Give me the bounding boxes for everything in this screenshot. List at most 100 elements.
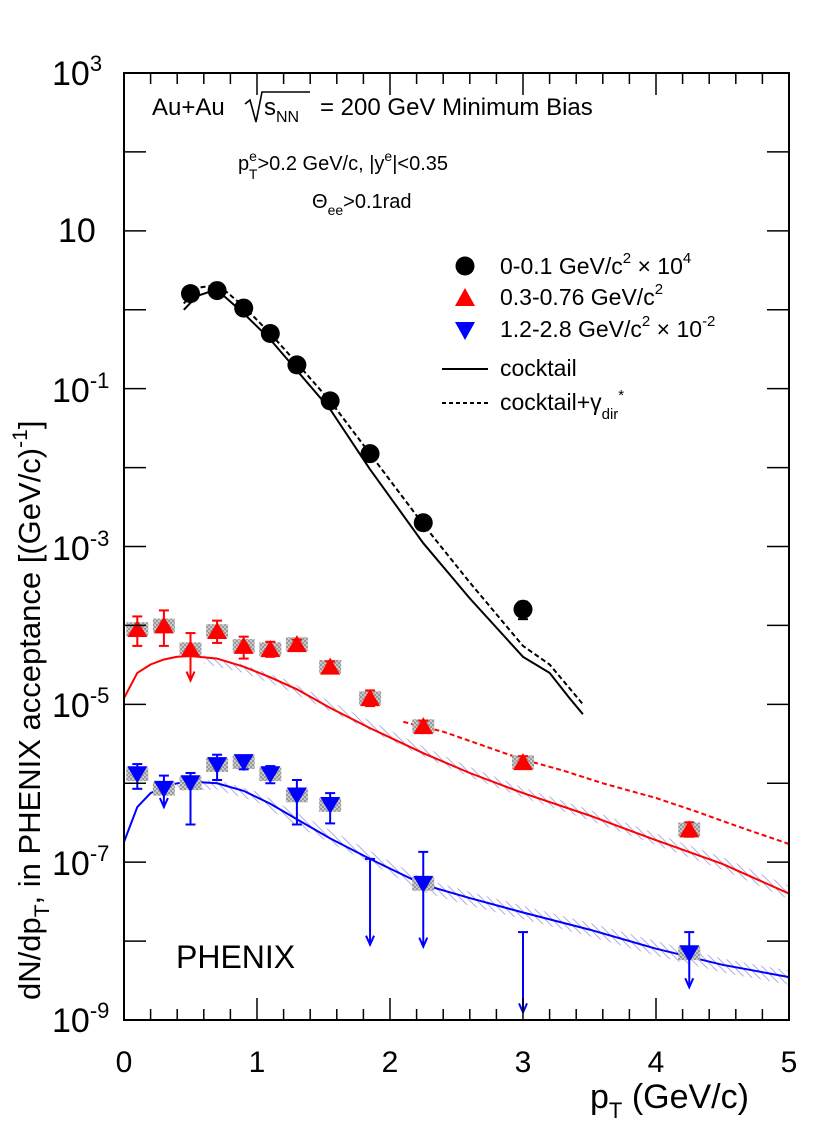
marker-triangle-up (180, 640, 201, 658)
data-point (126, 763, 149, 790)
marker-triangle-down (207, 757, 228, 775)
plot-frame (123, 72, 790, 1021)
cocktail-uncertainty-bands (177, 655, 790, 985)
data-point (359, 689, 382, 708)
uncertainty-band (177, 780, 789, 985)
marker-triangle-up (360, 689, 381, 707)
data-point (320, 391, 340, 411)
data-point (319, 657, 342, 675)
marker-circle (181, 284, 200, 304)
y-tick-label: 10-1 (52, 368, 109, 410)
marker-triangle-up (153, 616, 174, 634)
legend-marker-triangle-up (455, 288, 475, 306)
data-point (232, 635, 255, 660)
marker-triangle-up (413, 717, 434, 735)
data-point (206, 753, 229, 781)
marker-triangle-up (207, 621, 228, 639)
data-point (234, 298, 254, 318)
data-point (512, 753, 534, 771)
marker-triangle-up (260, 640, 281, 658)
kinematic-cut-label: pe T>0.2 GeV/c, |ye|<0.35 (238, 148, 448, 182)
y-tick-label: 103 (52, 51, 102, 93)
data-point (285, 635, 308, 653)
marker-circle (320, 391, 340, 411)
data-point (678, 820, 701, 838)
data-point (413, 513, 433, 533)
data-point (152, 774, 175, 810)
experiment-label: PHENIX (176, 939, 295, 975)
data-point (126, 615, 149, 647)
marker-triangle-down (286, 787, 307, 805)
data-point (179, 632, 202, 684)
data-point (232, 754, 255, 772)
plot-annotations: Au+Au sNN = 200 GeV Minimum Bias pe T>0.2… (152, 91, 593, 975)
data-point (152, 609, 175, 647)
upper-limit-arrow (365, 935, 375, 948)
data-point (285, 778, 308, 826)
marker-triangle-up (127, 620, 148, 638)
y-tick-label: 10-7 (52, 841, 109, 883)
data-point (259, 640, 282, 658)
energy-label: = 200 GeV Minimum Bias (320, 94, 593, 121)
legend-entry-3: cocktail (500, 355, 577, 381)
data-point (207, 281, 227, 301)
data-point (360, 444, 380, 464)
marker-circle (413, 513, 433, 533)
data-point (412, 850, 435, 950)
uncertainty-band (203, 655, 790, 900)
y-axis-title: dN/dpT, in PHENIX acceptance [(GeV/c)-1] (9, 421, 54, 1000)
x-tick-label: 2 (382, 1046, 399, 1079)
y-tick-label: 10 (58, 212, 96, 250)
marker-triangle-down (127, 766, 148, 784)
data-point (365, 857, 376, 948)
x-tick-labels: 0 1 2 3 4 5 (116, 1046, 798, 1079)
legend-marker-circle (455, 256, 475, 276)
marker-circle (513, 599, 533, 619)
x-tick-label: 5 (781, 1046, 798, 1079)
x-tick-label: 3 (515, 1046, 532, 1079)
marker-triangle-up (320, 657, 341, 675)
sqrt-s-label: sNN (264, 94, 299, 126)
data-point (287, 355, 307, 375)
upper-limit-arrow (684, 977, 695, 990)
axis-ticks (123, 72, 790, 1021)
upper-limit-arrow (418, 937, 429, 950)
data-point (179, 771, 202, 826)
legend: 0-0.1 GeV/c2 × 104 0.3-0.76 GeV/c2 1.2-2… (442, 250, 715, 423)
data-point (319, 792, 342, 825)
collision-system-label: Au+Au (152, 94, 225, 121)
x-tick-label: 4 (648, 1046, 665, 1079)
marker-triangle-up (679, 820, 700, 838)
legend-entry-1: 0.3-0.76 GeV/c2 (500, 281, 663, 310)
data-point (513, 599, 533, 621)
marker-triangle-down (679, 945, 700, 963)
marker-triangle-down (413, 875, 434, 893)
legend-entry-0: 0-0.1 GeV/c2 × 104 (500, 250, 691, 279)
marker-triangle-down (260, 766, 281, 784)
y-tick-label: 10-5 (52, 683, 109, 725)
legend-entry-4: cocktail+γdir* (500, 387, 624, 423)
opening-angle-cut-label: Θee>0.1rad (312, 191, 412, 218)
marker-circle (207, 281, 227, 301)
marker-triangle-down (153, 780, 174, 798)
cocktail-curve (123, 654, 790, 895)
sqrt-sign-icon (244, 91, 310, 123)
marker-circle (234, 298, 254, 318)
y-tick-label: 10-3 (52, 526, 109, 568)
data-point (206, 619, 229, 644)
y-tick-labels: 103 10 10-1 10-3 10-5 10-7 10-9 (52, 51, 109, 1040)
marker-triangle-up (513, 753, 533, 771)
data-point (260, 324, 280, 344)
data-point (181, 284, 200, 304)
legend-marker-triangle-down (455, 322, 475, 340)
marker-triangle-down (233, 754, 254, 772)
marker-triangle-down (320, 797, 341, 815)
data-points (126, 281, 701, 1015)
marker-circle (260, 324, 280, 344)
marker-triangle-down (180, 775, 201, 793)
marker-circle (360, 444, 380, 464)
data-point (259, 765, 282, 785)
marker-triangle-up (286, 635, 307, 653)
legend-entry-2: 1.2-2.8 GeV/c2 × 10-2 (500, 313, 715, 342)
